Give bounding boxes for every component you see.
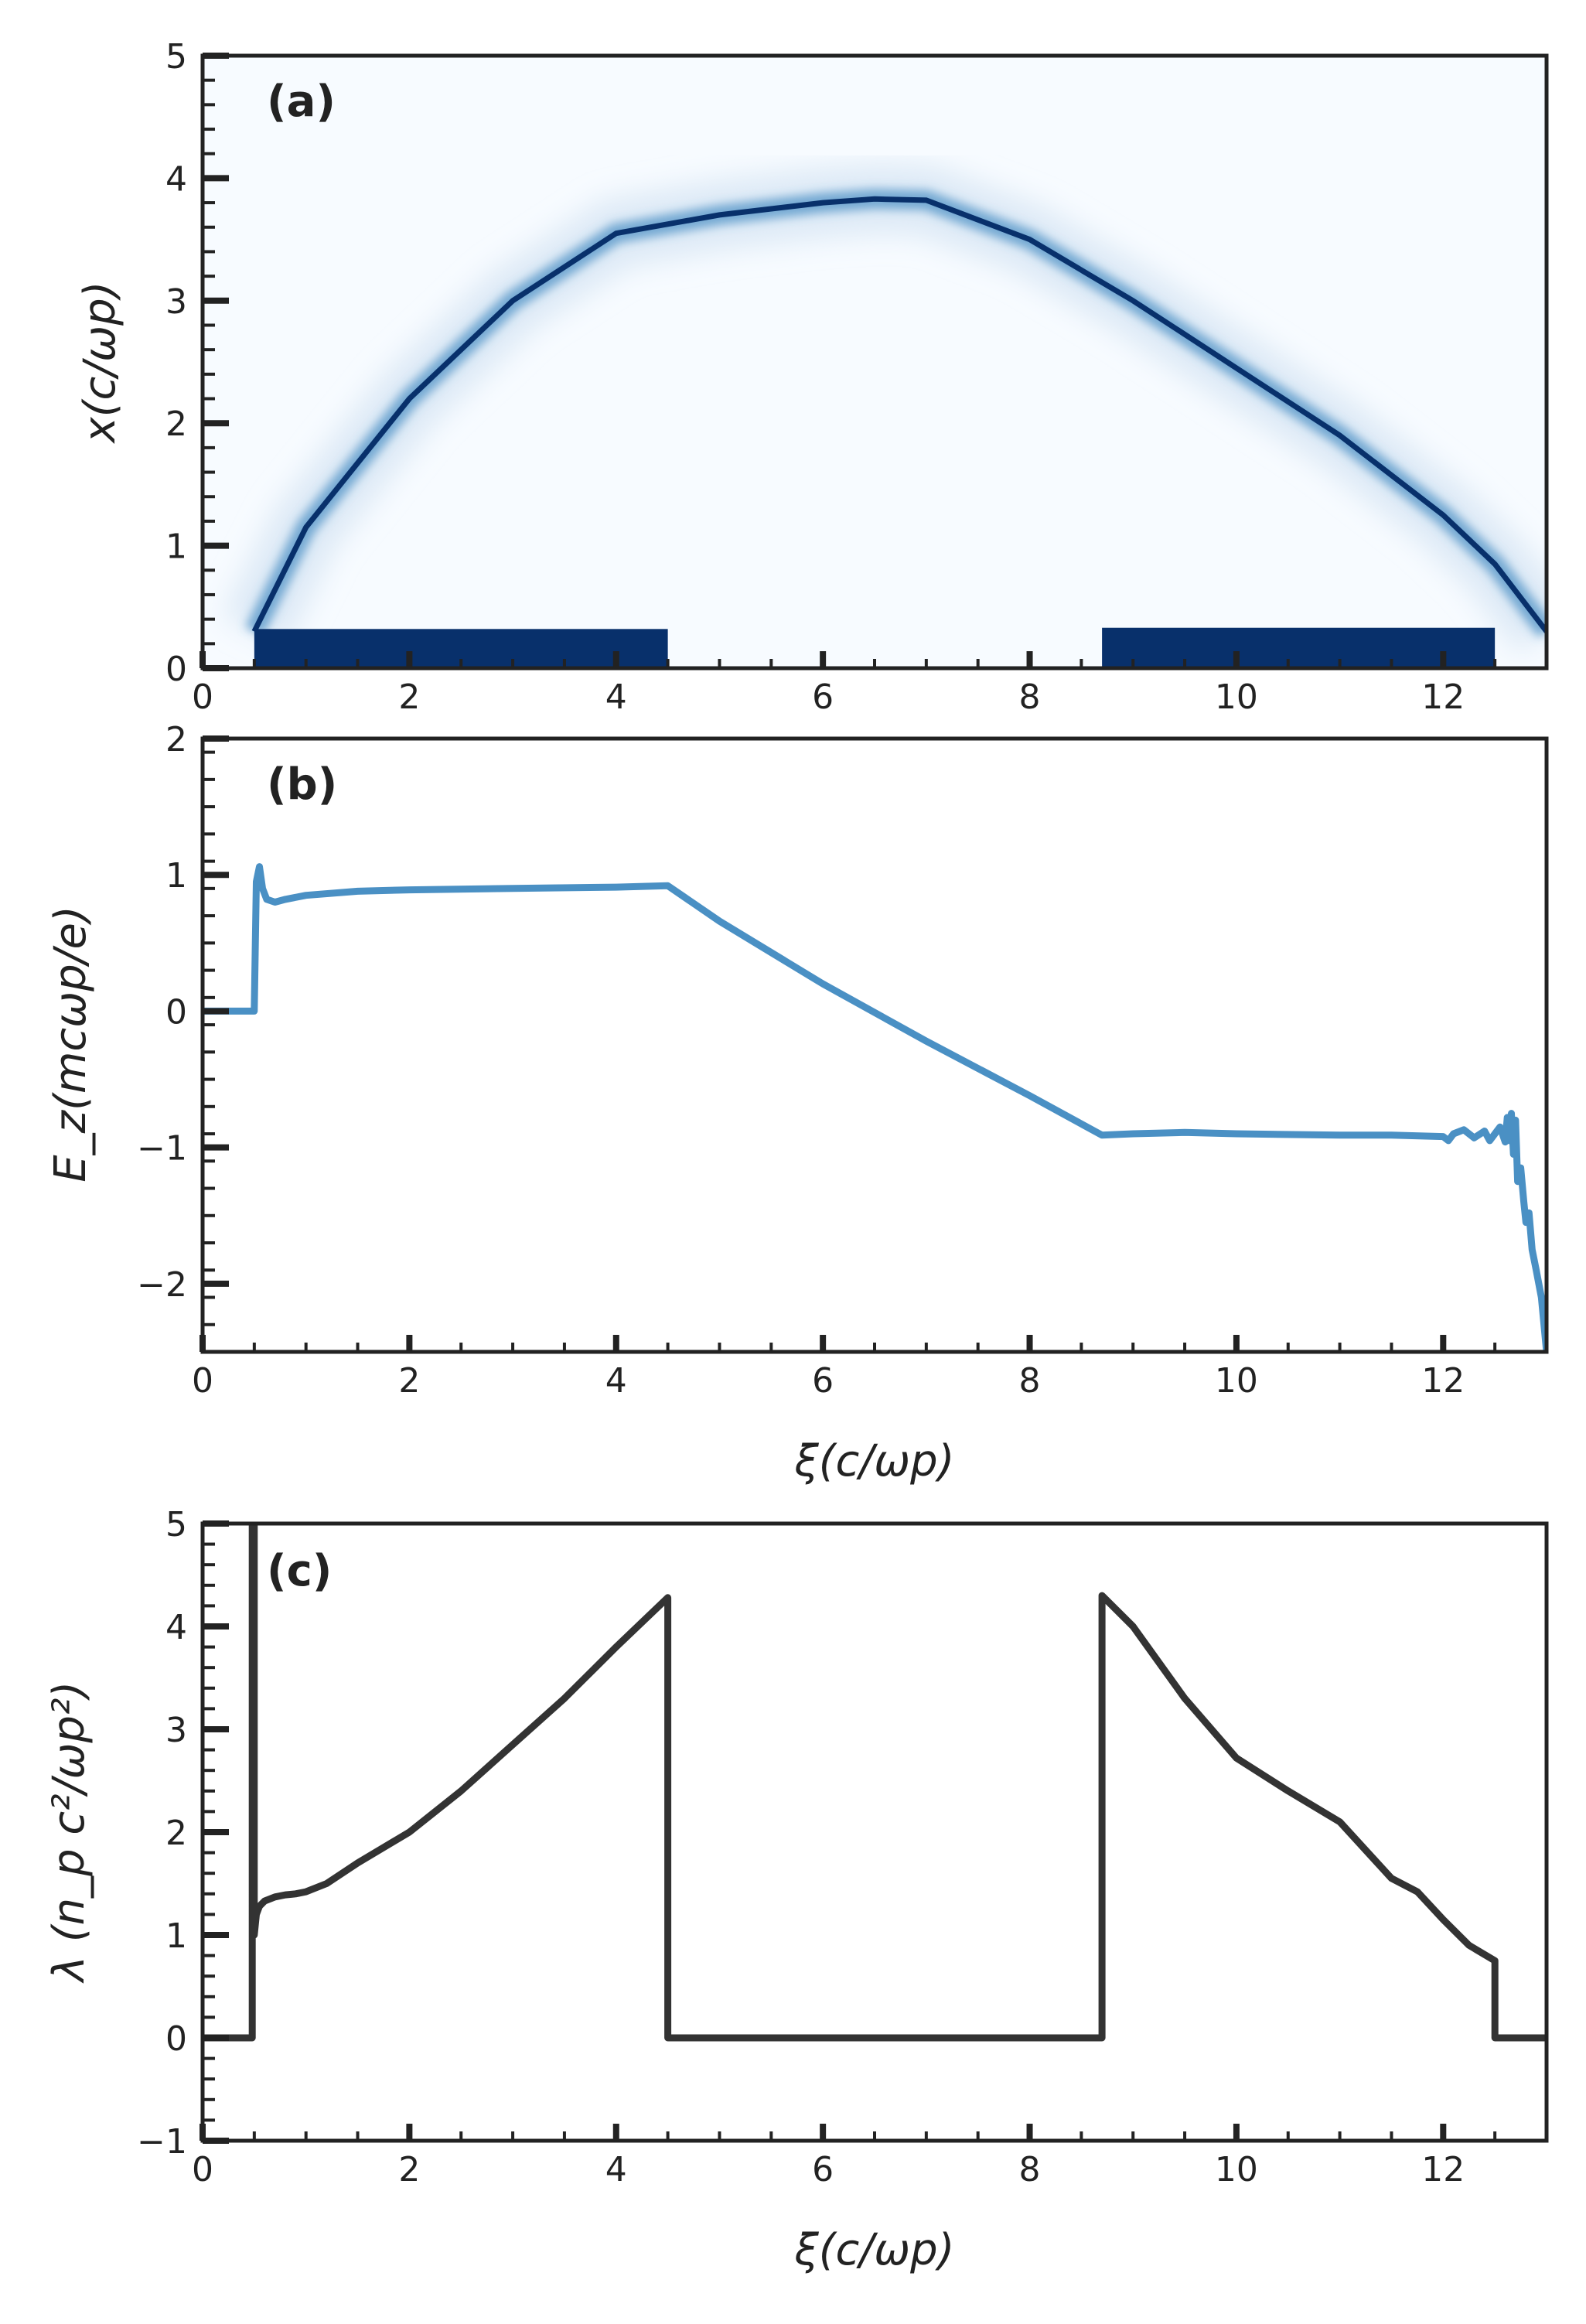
y-tick-label: 2 <box>165 1814 187 1853</box>
y-tick-label: 1 <box>165 1916 187 1956</box>
x-tick-label: 8 <box>1019 677 1041 717</box>
x-tick-label: 10 <box>1215 1361 1258 1401</box>
x-tick-label: 6 <box>812 1361 834 1401</box>
axes-frame-c <box>200 1521 1549 2143</box>
x-tick-label: 4 <box>605 1361 627 1401</box>
x-tick-label: 10 <box>1215 677 1258 717</box>
y-tick-label: 3 <box>165 282 187 322</box>
x-tick-label: 6 <box>812 677 834 717</box>
x-tick-label: 12 <box>1421 1361 1465 1401</box>
sheath-boundary-line <box>251 196 1547 633</box>
x-tick-label: 8 <box>1019 2150 1041 2189</box>
y-axis-label-b: E_z(mcωp/e) <box>46 906 96 1182</box>
x-tick-label: 2 <box>398 2150 420 2189</box>
y-tick-label: 1 <box>165 856 187 896</box>
y-tick-label: −2 <box>137 1265 187 1305</box>
y-axis-label-c: λ (n_p c²/ωp²) <box>44 1681 94 1984</box>
y-tick-label: 1 <box>165 527 187 567</box>
heatmap-layer <box>223 164 1547 668</box>
x-tick-label: 0 <box>192 2150 213 2189</box>
y-tick-label: 0 <box>165 650 187 689</box>
y-tick-label: 5 <box>165 37 187 77</box>
y-tick-label: 4 <box>165 159 187 199</box>
y-tick-label: 2 <box>165 720 187 759</box>
y-tick-label: 4 <box>165 1608 187 1647</box>
x-tick-label: 0 <box>192 1361 213 1401</box>
lambda-series-line <box>203 1524 1547 2042</box>
axes-frame-b <box>200 736 1549 1354</box>
x-tick-label: 12 <box>1421 2150 1465 2189</box>
x-tick-label: 2 <box>398 677 420 717</box>
x-tick-label: 2 <box>398 1361 420 1401</box>
panel-label-c: (c) <box>267 1546 332 1596</box>
x-tick-label: 10 <box>1215 2150 1258 2189</box>
y-tick-label: −1 <box>137 2122 187 2162</box>
y-axis-label-a: x(c/ωp) <box>75 282 125 445</box>
y-tick-label: 5 <box>165 1505 187 1544</box>
y-tick-label: 2 <box>165 404 187 444</box>
x-tick-label: 6 <box>812 2150 834 2189</box>
panel-label-b: (b) <box>267 759 337 810</box>
x-tick-label: 12 <box>1421 677 1465 717</box>
y-tick-label: −1 <box>137 1129 187 1169</box>
x-axis-label-b: ξ(c/ωp) <box>793 1436 954 1486</box>
x-tick-label: 0 <box>192 677 213 717</box>
y-tick-label: 3 <box>165 1711 187 1750</box>
x-tick-label: 4 <box>605 2150 627 2189</box>
y-tick-label: 0 <box>165 992 187 1032</box>
y-tick-label: 0 <box>165 2019 187 2059</box>
ez-series-line <box>203 863 1547 1352</box>
witness-beam-block <box>1102 627 1496 668</box>
axes-frame-a <box>200 53 1549 671</box>
x-tick-label: 4 <box>605 677 627 717</box>
x-tick-label: 8 <box>1019 1361 1041 1401</box>
panel-label-a: (a) <box>267 77 336 127</box>
x-axis-label-c: ξ(c/ωp) <box>793 2225 954 2275</box>
